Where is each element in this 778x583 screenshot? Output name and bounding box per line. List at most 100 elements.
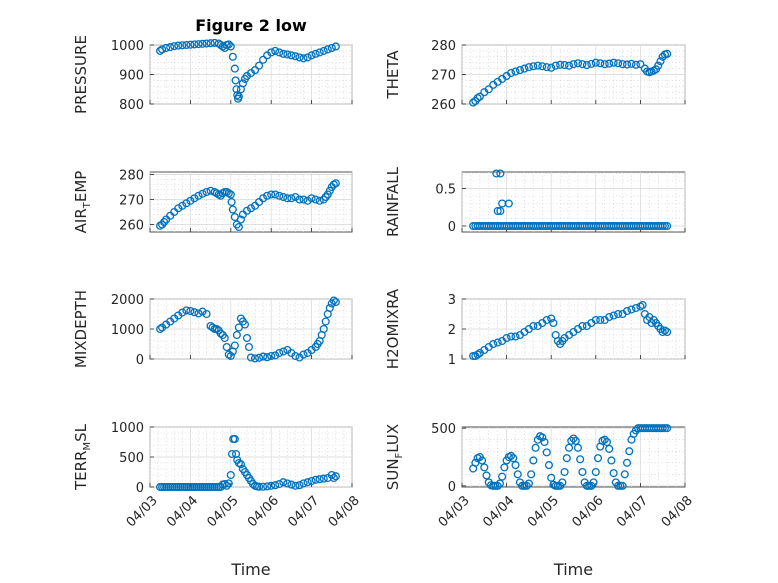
xtick-label: 04/08 [659, 493, 696, 530]
data-point [329, 473, 338, 483]
ytick-label: 500 [119, 451, 144, 466]
ytick-label: 280 [119, 169, 144, 184]
data-point [222, 481, 231, 490]
figure-title: Figure 2 low [195, 16, 307, 35]
data-point [267, 351, 276, 361]
ytick-label: 0 [136, 353, 144, 368]
y-axis-label: SUNFLUX [384, 424, 405, 490]
data-point [622, 306, 632, 316]
data-point [228, 52, 237, 61]
y-axis-label: H2OMIXRA [384, 288, 402, 369]
data-point [618, 60, 627, 69]
data-point [275, 348, 284, 358]
ytick-label: 260 [431, 98, 456, 113]
data-point [156, 324, 165, 334]
data-point [224, 40, 233, 49]
data-point [236, 215, 245, 224]
data-point [271, 481, 280, 490]
data-point [232, 220, 241, 229]
data-point [551, 481, 560, 490]
data-point [267, 481, 276, 490]
subplot-5: 0 1000 2000 MIXDEPTH [72, 290, 353, 368]
xtick-label: 04/03 [124, 493, 161, 530]
ytick-label: 270 [119, 194, 144, 209]
data-point [556, 60, 565, 69]
x-axis-label: Time [553, 560, 593, 579]
data-point [484, 85, 493, 94]
data-point [303, 53, 312, 62]
xtick-label: 04/07 [285, 493, 322, 530]
data-point [562, 454, 571, 463]
data-point [158, 45, 167, 54]
data-point [576, 455, 585, 464]
data-point [323, 45, 332, 54]
y-axis-label: PRESSURE [72, 35, 90, 114]
data-point [538, 433, 547, 442]
data-point [279, 49, 288, 58]
data-point [319, 324, 328, 334]
data-point [663, 424, 672, 433]
data-point [589, 478, 598, 487]
data-point [311, 475, 320, 484]
data-point [319, 195, 328, 204]
data-point [602, 437, 611, 447]
axes-box [461, 426, 686, 488]
subplot-8: 0 500 04/03 04/04 04/05 04/06 04/07 04/08 SUNFLU… [384, 422, 696, 579]
data-point [242, 206, 252, 215]
data-point [238, 79, 247, 88]
data-point [194, 309, 203, 318]
ytick-label: 2000 [111, 293, 144, 308]
data-point [190, 308, 199, 317]
data-point [591, 315, 600, 325]
data-point [283, 194, 292, 203]
data-point [250, 66, 260, 75]
data-point [569, 434, 578, 443]
data-point [291, 192, 300, 202]
data-point [660, 424, 669, 433]
xtick-label: 04/04 [480, 493, 517, 530]
data-point [547, 473, 556, 482]
data-point [283, 479, 292, 488]
ytick-label: 280 [431, 39, 456, 54]
data-point [511, 461, 520, 470]
data-point [255, 353, 264, 362]
data-point [482, 471, 491, 480]
xtick-label: 04/06 [570, 493, 607, 530]
xtick-label: 04/05 [525, 493, 562, 530]
data-point [331, 42, 340, 51]
data-point [573, 59, 583, 68]
data-point [491, 481, 500, 490]
data-point [573, 443, 583, 452]
data-point [271, 351, 280, 360]
data-point [198, 189, 207, 198]
data-point [315, 48, 324, 57]
data-point [636, 60, 645, 69]
data-point [538, 62, 547, 71]
data-point [299, 479, 308, 488]
data-point [307, 194, 316, 203]
data-point [287, 480, 296, 489]
data-point [527, 470, 536, 479]
data-point [226, 470, 235, 480]
data-point [307, 51, 316, 60]
data-point [578, 321, 587, 331]
data-point [600, 60, 609, 69]
data-point [609, 58, 618, 67]
data-point [564, 61, 574, 70]
data-point [627, 305, 636, 314]
data-point [295, 481, 304, 490]
xtick-label: 04/03 [436, 493, 473, 530]
data-point [475, 92, 484, 101]
ytick-label: 800 [119, 98, 144, 113]
data-point [658, 221, 667, 231]
data-point [263, 353, 272, 362]
y-axis-label: AIRTEMP [72, 171, 93, 234]
ytick-label: 0 [448, 480, 456, 495]
data-point [182, 199, 191, 208]
data-point [263, 191, 272, 200]
data-point [267, 190, 276, 199]
data-point [220, 479, 229, 489]
ytick-label: 260 [119, 219, 144, 234]
data-point [321, 317, 330, 326]
data-point [244, 342, 254, 352]
